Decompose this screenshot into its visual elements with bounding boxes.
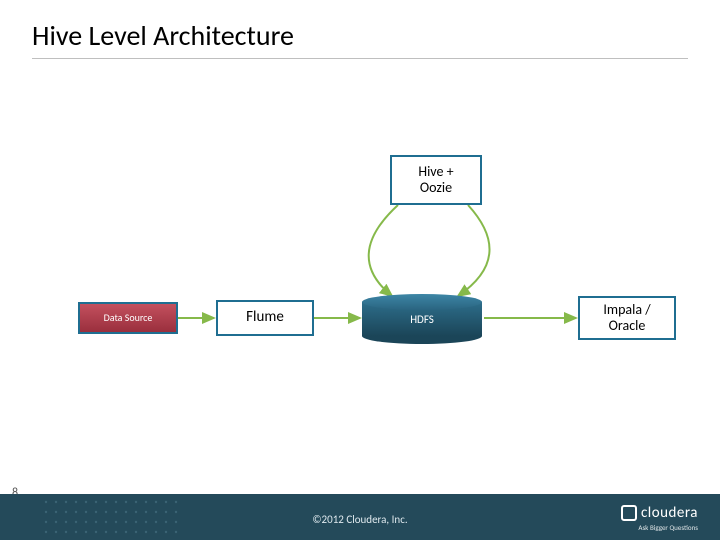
node-impala-oracle: Impala / Oracle [578,296,676,340]
logo-name: cloudera [641,504,698,522]
copyright-text: ©2012 Cloudera, Inc. [0,513,720,526]
logo-mark-icon [621,505,637,521]
node-hdfs: HDFS [362,294,482,344]
diagram-arrows [0,0,720,540]
logo-tagline: Ask Bigger Questions [638,523,698,532]
hdfs-label: HDFS [362,294,482,344]
node-hive-oozie: Hive + Oozie [390,155,482,205]
node-data-source: Data Source [78,302,178,334]
slide-title: Hive Level Architecture [32,18,294,53]
cloudera-logo: cloudera Ask Bigger Questions [621,504,698,532]
arrow-hive-hdfs-left [369,205,398,296]
arrow-hive-hdfs-right [458,205,490,296]
title-underline [32,58,688,59]
node-flume: Flume [216,300,314,336]
